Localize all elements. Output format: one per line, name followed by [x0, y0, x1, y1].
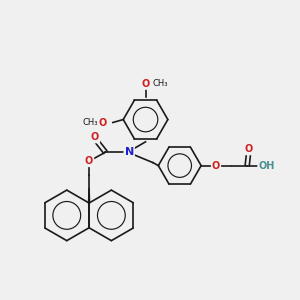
Text: CH₃: CH₃: [153, 80, 168, 88]
Text: N: N: [124, 147, 134, 157]
Text: O: O: [91, 132, 99, 142]
Text: O: O: [141, 79, 150, 89]
Text: O: O: [85, 156, 93, 166]
Text: O: O: [244, 144, 253, 154]
Text: O: O: [212, 160, 220, 171]
Text: CH₃: CH₃: [83, 118, 98, 127]
Text: OH: OH: [258, 160, 275, 171]
Text: O: O: [98, 118, 106, 128]
